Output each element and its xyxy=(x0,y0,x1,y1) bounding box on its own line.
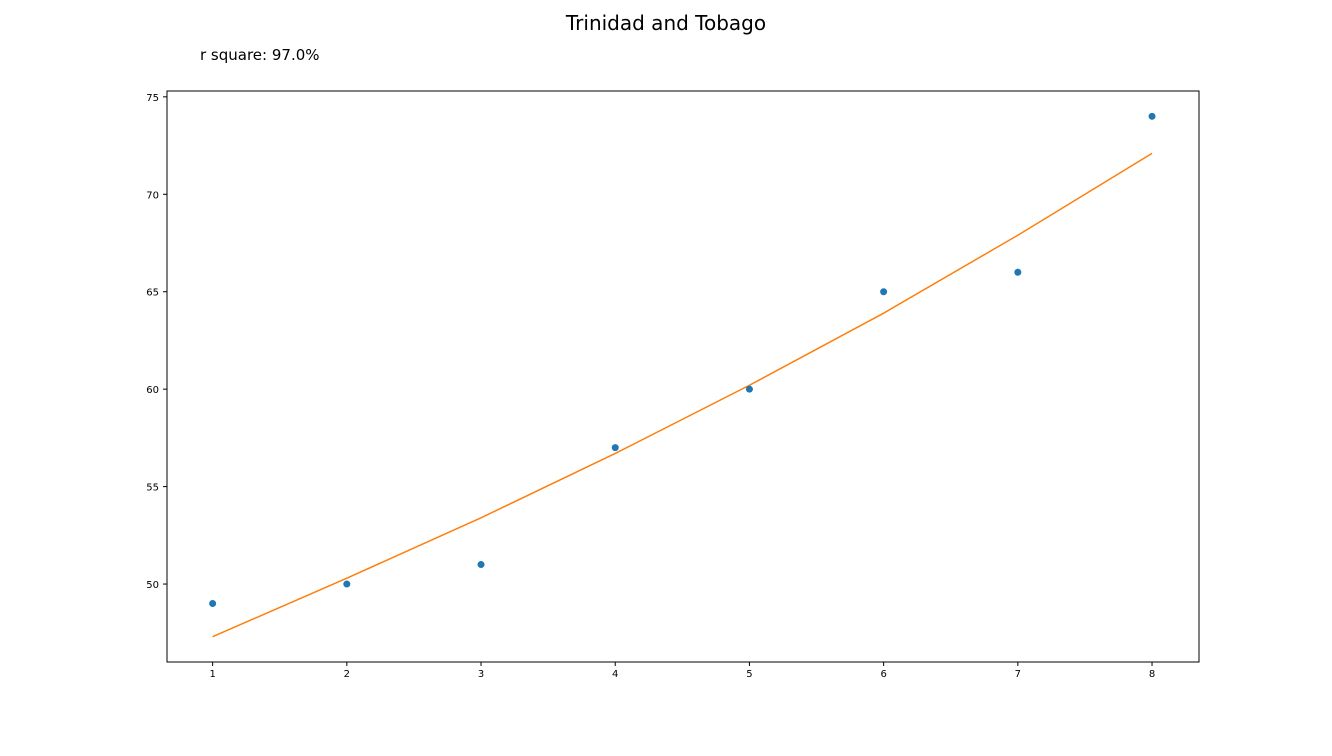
x-tick-label: 2 xyxy=(344,669,350,680)
data-point xyxy=(611,444,619,452)
x-axis: 1 2 3 4 5 6 7 8 xyxy=(209,662,1155,680)
y-axis: 50 55 60 65 70 75 xyxy=(146,93,167,591)
y-tick-label: 70 xyxy=(146,190,159,201)
x-tick-label: 8 xyxy=(1149,669,1155,680)
y-tick-label: 50 xyxy=(146,580,159,591)
data-point xyxy=(477,561,485,569)
data-point xyxy=(745,385,753,393)
x-tick-label: 7 xyxy=(1015,669,1021,680)
x-tick-label: 4 xyxy=(612,669,618,680)
chart-title: Trinidad and Tobago xyxy=(565,11,766,35)
y-tick-label: 55 xyxy=(146,483,159,494)
chart-subtitle: r square: 97.0% xyxy=(200,46,320,64)
y-tick-label: 75 xyxy=(146,93,159,104)
trend-line xyxy=(212,152,1153,638)
x-tick-label: 1 xyxy=(209,669,215,680)
data-point xyxy=(343,580,351,588)
y-tick-label: 65 xyxy=(146,288,159,299)
plot-frame xyxy=(166,90,1200,663)
data-point xyxy=(880,288,888,296)
x-tick-label: 3 xyxy=(478,669,484,680)
data-point xyxy=(1014,268,1022,276)
y-tick-label: 60 xyxy=(146,385,159,396)
x-tick-label: 5 xyxy=(746,669,752,680)
series-layer xyxy=(209,112,1156,638)
data-point xyxy=(209,600,217,608)
data-point xyxy=(1148,112,1156,120)
x-tick-label: 6 xyxy=(880,669,886,680)
